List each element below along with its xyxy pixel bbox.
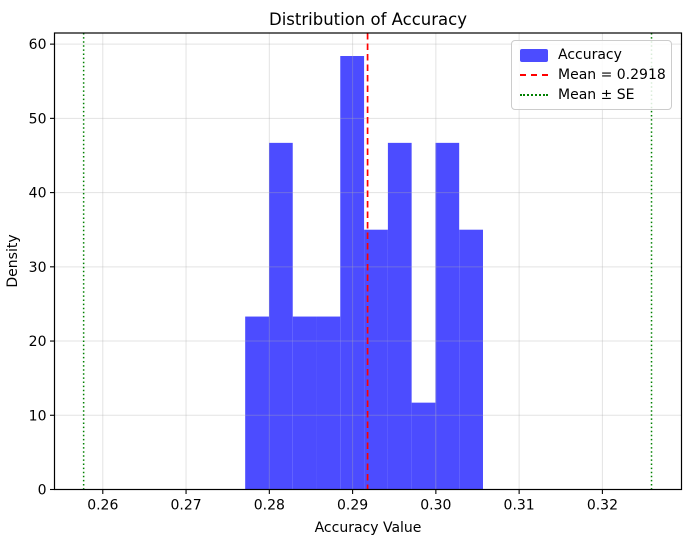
x-tick-label: 0.28: [254, 498, 285, 514]
legend-label-accuracy: Accuracy: [558, 47, 622, 63]
axes-spines: [53, 32, 683, 491]
axes-frame: [53, 32, 683, 491]
y-tick-label: 10: [29, 408, 47, 424]
x-tick-label: 0.29: [337, 498, 368, 514]
y-tick-label: 20: [29, 334, 47, 350]
histogram-bar: [364, 229, 388, 490]
x-axis-ticks: 0.26 0.27 0.28 0.29 0.30 0.31 0.32: [87, 489, 618, 514]
x-tick-label: 0.27: [170, 498, 201, 514]
x-tick-label: 0.32: [587, 498, 618, 514]
x-axis-label: Accuracy Value: [315, 520, 422, 536]
y-tick-label: 50: [29, 111, 47, 127]
y-tick-label: 30: [29, 260, 47, 276]
histogram-bar: [340, 56, 365, 490]
legend-swatch-mean-dashed-line: [520, 74, 548, 76]
x-tick-label: 0.30: [420, 498, 451, 514]
histogram-bar: [292, 316, 317, 490]
histogram-bar: [316, 316, 341, 490]
legend-item-accuracy: Accuracy: [520, 48, 661, 62]
legend-label-mean: Mean = 0.2918: [558, 67, 666, 83]
reference-lines: [82, 33, 653, 490]
y-tick-label: 0: [38, 483, 47, 499]
legend-label-se: Mean ± SE: [558, 87, 635, 103]
y-axis-ticks: 0 10 20 30 40 50 60: [29, 37, 55, 499]
x-tick-label: 0.31: [504, 498, 535, 514]
legend: Accuracy Mean = 0.2918 Mean ± SE: [511, 40, 672, 110]
y-tick-label: 60: [29, 37, 47, 53]
histogram-bar: [411, 402, 436, 490]
legend-swatch-accuracy-patch: [520, 48, 548, 62]
histogram-bars: [245, 56, 483, 490]
histogram-bar: [269, 142, 293, 490]
y-tick-label: 40: [29, 186, 47, 202]
legend-item-se: Mean ± SE: [520, 88, 661, 102]
histogram-bar: [245, 316, 269, 490]
chart-title: Distribution of Accuracy: [269, 10, 467, 29]
y-axis-label: Density: [5, 234, 21, 287]
histogram-bar: [435, 142, 460, 490]
x-tick-label: 0.26: [87, 498, 118, 514]
legend-item-mean: Mean = 0.2918: [520, 68, 666, 82]
legend-swatch-se-dotted-line: [520, 94, 548, 96]
histogram-bar: [459, 229, 483, 490]
histogram-bar: [387, 142, 412, 490]
